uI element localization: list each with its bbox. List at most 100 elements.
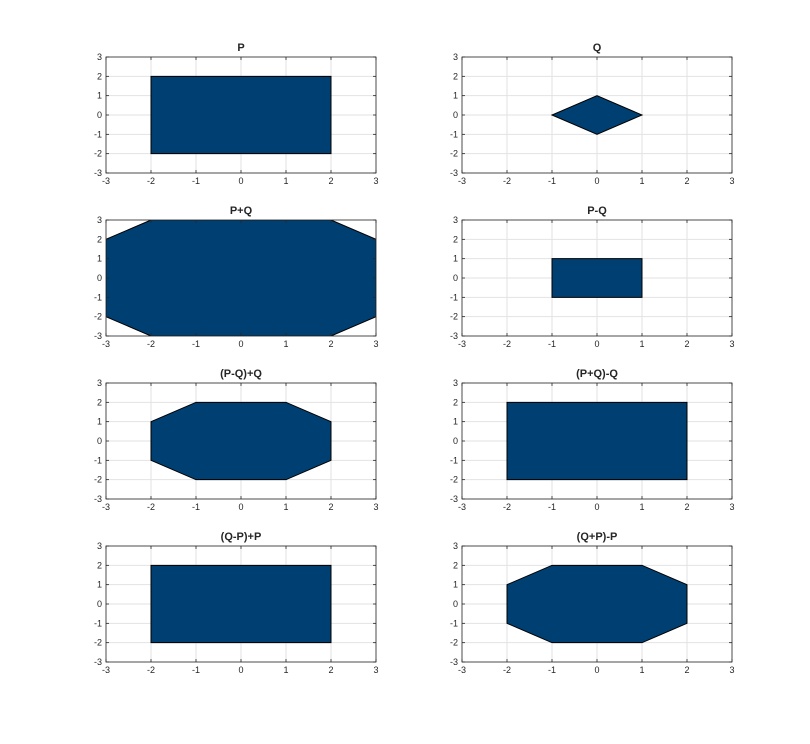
y-tick-label: -2 [450,149,458,159]
x-tick-label: -3 [102,176,110,186]
y-tick-label: -2 [450,475,458,485]
x-tick-label: -2 [147,176,155,186]
polygon-shape [150,75,332,155]
y-tick-label: -3 [450,494,458,504]
y-tick-label: -3 [450,657,458,667]
x-tick-label: 0 [594,502,599,512]
x-tick-label: -1 [548,665,556,675]
x-tick-label: -2 [147,665,155,675]
y-tick-label: 0 [97,436,102,446]
x-tick-label: -3 [102,502,110,512]
polygon-shape [551,258,643,298]
x-tick-label: -2 [503,502,511,512]
subplot-title: (Q-P)+P [221,531,262,543]
x-tick-label: 3 [373,665,378,675]
y-tick-label: 3 [453,52,458,62]
x-tick-label: -3 [102,339,110,349]
x-tick-label: -2 [147,502,155,512]
y-tick-label: 3 [453,215,458,225]
x-tick-label: 1 [283,339,288,349]
x-tick-label: -1 [192,176,200,186]
y-tick-label: -3 [450,331,458,341]
y-tick-label: 1 [97,91,102,101]
x-tick-label: 0 [594,176,599,186]
y-tick-label: 0 [97,273,102,283]
subplot: -3 -2 -1 0 1 2 3 -3 -2 -1 0 1 2 3 (P+Q)-Q [450,368,735,512]
subplot-title: (P+Q)-Q [576,368,618,380]
x-tick-label: 3 [373,339,378,349]
x-tick-label: -1 [192,665,200,675]
y-tick-label: -1 [94,618,102,628]
x-tick-label: 3 [729,176,734,186]
y-tick-label: -2 [94,475,102,485]
y-tick-label: 2 [97,560,102,570]
y-tick-label: -2 [94,638,102,648]
y-tick-label: -2 [94,149,102,159]
subplot-title: P-Q [587,205,607,217]
subplot-title: Q [593,42,602,54]
x-tick-label: 1 [639,502,644,512]
y-tick-label: -3 [450,168,458,178]
x-tick-label: -2 [503,339,511,349]
polygon-shape [506,401,688,481]
x-tick-label: 1 [283,502,288,512]
x-tick-label: 0 [238,339,243,349]
x-tick-label: -3 [458,665,466,675]
y-tick-label: 2 [453,560,458,570]
y-tick-label: -3 [94,657,102,667]
x-tick-label: 1 [283,176,288,186]
y-tick-label: 2 [453,234,458,244]
y-tick-label: 0 [453,110,458,120]
y-tick-label: -1 [450,292,458,302]
y-tick-label: -3 [94,494,102,504]
y-tick-label: -1 [94,129,102,139]
x-tick-label: 0 [594,339,599,349]
x-tick-label: 2 [328,665,333,675]
y-tick-label: 0 [97,599,102,609]
x-tick-label: 0 [594,665,599,675]
x-tick-label: 2 [328,176,333,186]
y-tick-label: 1 [453,254,458,264]
y-tick-label: 0 [97,110,102,120]
polygon-shape [506,564,688,644]
y-tick-label: 2 [97,234,102,244]
y-tick-label: 2 [453,397,458,407]
y-tick-label: -1 [450,618,458,628]
y-tick-label: -1 [450,129,458,139]
x-tick-label: -3 [458,339,466,349]
x-tick-label: 0 [238,502,243,512]
y-tick-label: 2 [97,71,102,81]
x-tick-label: -1 [548,502,556,512]
y-tick-label: -2 [94,312,102,322]
x-tick-label: -2 [147,339,155,349]
x-tick-label: 3 [729,502,734,512]
x-tick-label: 3 [729,339,734,349]
x-tick-label: 0 [238,665,243,675]
x-tick-label: -3 [458,502,466,512]
subplot-title: P+Q [230,205,253,217]
y-tick-label: 2 [453,71,458,81]
y-tick-label: 1 [97,254,102,264]
x-tick-label: 3 [729,665,734,675]
y-tick-label: 1 [97,580,102,590]
subplot: -3 -2 -1 0 1 2 3 -3 -2 -1 0 1 2 3 P+Q [94,205,379,349]
x-tick-label: -1 [548,176,556,186]
y-tick-label: 3 [97,541,102,551]
y-tick-label: -2 [450,312,458,322]
y-tick-label: 1 [453,91,458,101]
x-tick-label: -1 [192,502,200,512]
subplot: -3 -2 -1 0 1 2 3 -3 -2 -1 0 1 2 3 (P-Q)+Q [94,368,379,512]
y-tick-label: 0 [453,599,458,609]
subplot-title: (P-Q)+Q [220,368,262,380]
y-tick-label: 1 [453,417,458,427]
subplot: -3 -2 -1 0 1 2 3 -3 -2 -1 0 1 2 3 P [94,42,379,186]
subplot: -3 -2 -1 0 1 2 3 -3 -2 -1 0 1 2 3 Q [450,42,735,186]
x-tick-label: 1 [639,176,644,186]
subplot-title: P [237,42,244,54]
y-tick-label: 0 [453,273,458,283]
x-tick-label: 1 [639,339,644,349]
y-tick-label: -3 [94,168,102,178]
x-tick-label: 2 [684,339,689,349]
x-tick-label: 1 [639,665,644,675]
y-tick-label: 3 [453,541,458,551]
